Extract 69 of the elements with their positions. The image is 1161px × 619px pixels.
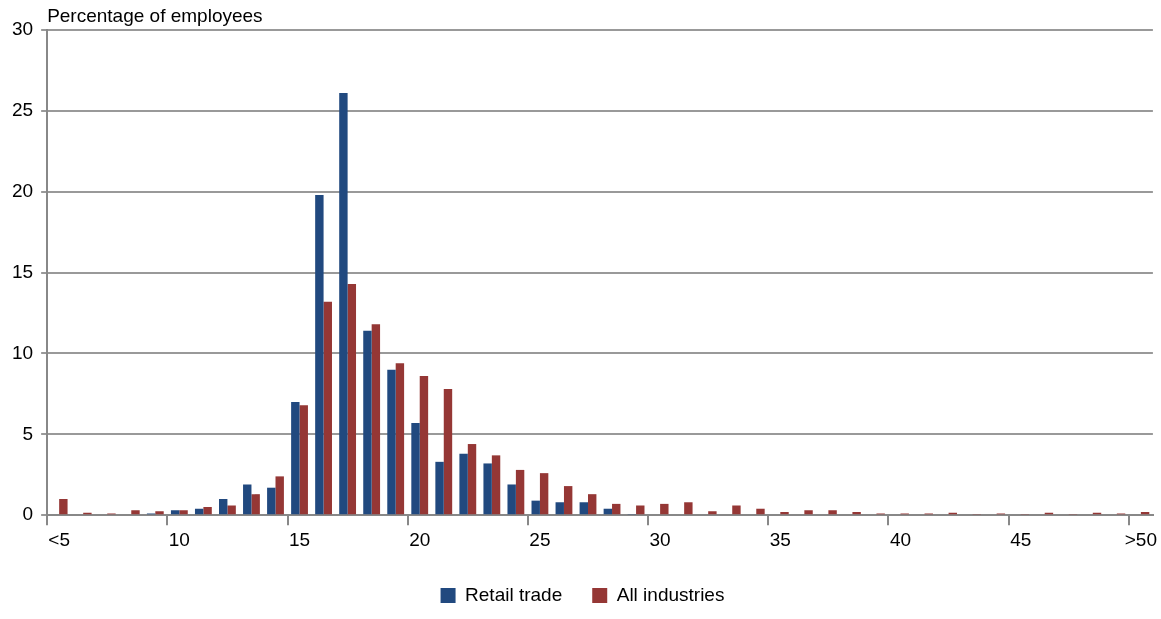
bar	[323, 301, 332, 515]
x-tick-label: 35	[769, 528, 791, 550]
bar	[612, 503, 621, 515]
bar	[291, 401, 300, 515]
bar	[491, 455, 501, 515]
bar	[395, 363, 405, 515]
y-tick-label: 20	[11, 179, 34, 201]
bar	[555, 502, 564, 515]
bar	[275, 476, 284, 515]
x-tick-label: 10	[168, 528, 190, 550]
bar	[684, 502, 693, 515]
y-tick-label: 15	[11, 260, 34, 282]
bar	[59, 499, 68, 515]
bar	[804, 510, 813, 515]
bar	[179, 510, 188, 515]
bar	[251, 494, 260, 515]
bar	[363, 330, 372, 515]
bar	[411, 423, 420, 515]
bar	[828, 510, 837, 515]
bar	[467, 444, 477, 515]
bar	[660, 503, 669, 515]
y-tick-label: 30	[11, 18, 34, 40]
bar	[267, 487, 276, 515]
bar	[636, 505, 645, 515]
bar	[852, 511, 861, 515]
bar	[459, 453, 468, 515]
bar	[155, 511, 164, 515]
x-tick-label: >50	[1124, 528, 1157, 550]
bar	[708, 511, 717, 515]
y-tick-label: 5	[22, 422, 34, 444]
bar	[347, 283, 357, 515]
bar	[243, 484, 252, 515]
y-tick-label: 25	[11, 99, 34, 121]
bar	[732, 505, 741, 515]
bar	[315, 194, 324, 515]
x-tick-label: 45	[1010, 528, 1032, 550]
bar	[435, 461, 444, 515]
y-axis-title: Percentage of employees	[47, 4, 263, 26]
bar	[227, 505, 236, 515]
bar	[419, 376, 429, 515]
bar	[579, 502, 588, 515]
bar	[219, 499, 228, 515]
bar	[483, 463, 492, 515]
x-tick-label: 20	[409, 528, 431, 550]
bar	[531, 500, 540, 515]
bar	[563, 486, 573, 515]
x-tick-label: 40	[889, 528, 912, 550]
bar	[756, 508, 765, 515]
x-tick-label: <5	[48, 528, 70, 550]
x-tick-label: 25	[529, 528, 551, 550]
bar	[507, 484, 516, 515]
y-tick-label: 10	[11, 341, 34, 363]
bar	[588, 494, 597, 515]
bar	[780, 511, 789, 515]
bar	[443, 389, 453, 515]
legend-label: All industries	[616, 583, 725, 605]
bar	[387, 369, 396, 515]
bar	[339, 93, 348, 515]
bar	[203, 507, 212, 515]
bar	[539, 473, 549, 515]
bar	[299, 405, 308, 515]
y-tick-label: 0	[22, 503, 34, 525]
x-tick-label: 30	[649, 528, 671, 550]
bar	[515, 469, 525, 515]
bar	[371, 324, 381, 515]
x-tick-label: 15	[288, 528, 311, 550]
bar	[131, 510, 140, 515]
bar	[170, 510, 180, 515]
legend-label: Retail trade	[465, 583, 563, 605]
